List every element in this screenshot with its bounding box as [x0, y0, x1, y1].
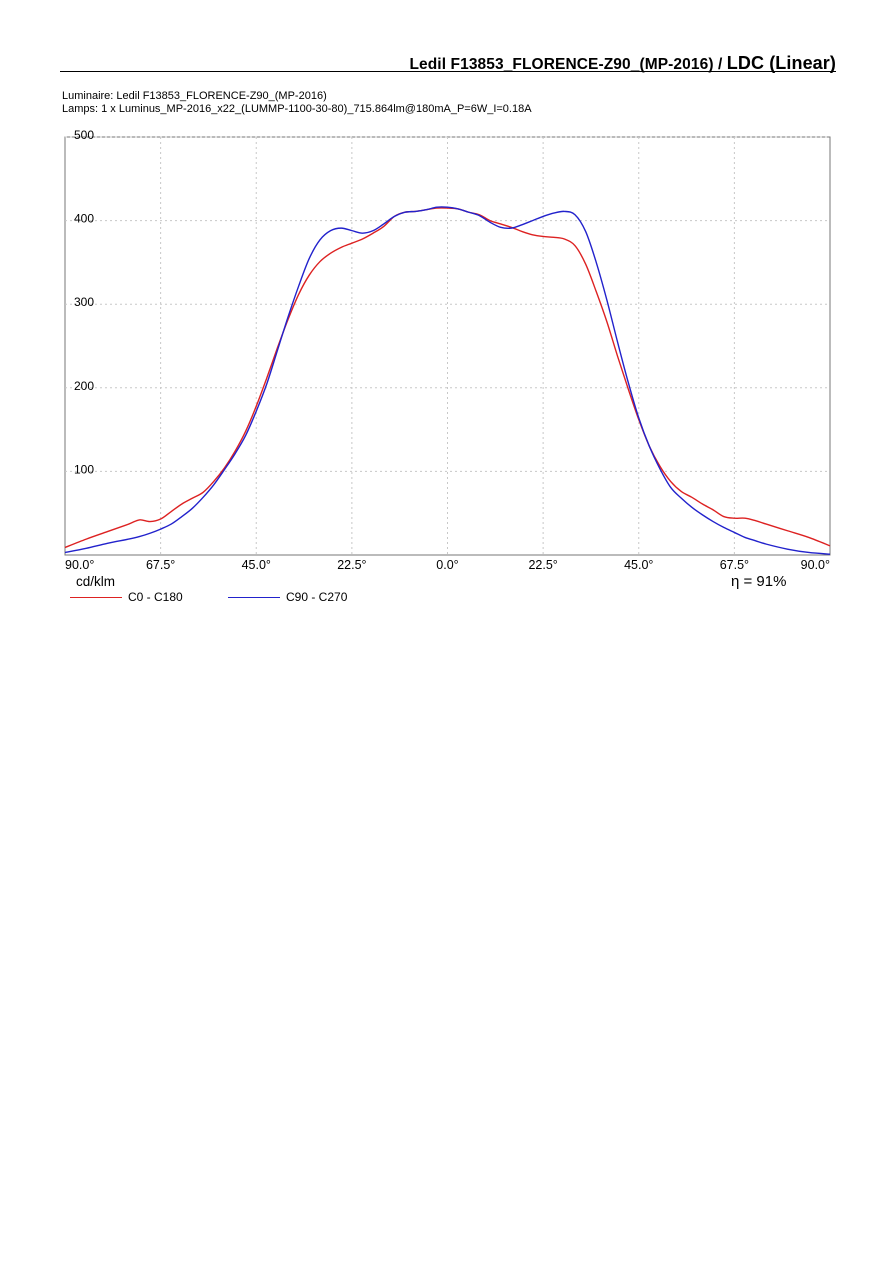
- luminaire-info: Luminaire: Ledil F13853_FLORENCE-Z90_(MP…: [62, 90, 327, 102]
- y-tick-label: 100: [74, 462, 94, 476]
- document-title: Ledil F13853_FLORENCE-Z90_(MP-2016) / LD…: [409, 53, 836, 74]
- y-tick-label: 300: [74, 295, 94, 309]
- x-tick-label: 90.0°: [65, 558, 94, 572]
- x-tick-label: 22.5°: [528, 558, 557, 572]
- series: [64, 206, 831, 555]
- x-tick-label: 45.0°: [242, 558, 271, 572]
- x-tick-label: 22.5°: [337, 558, 366, 572]
- legend-swatch-c0-c180: [70, 597, 122, 598]
- y-tick-label: 500: [74, 128, 94, 142]
- ldc-chart: 500 400 300 200 100 90.0° 67.5° 45.0° 22.5° 0.0°…: [64, 128, 831, 572]
- legend-item-c90-c270: C90 - C270: [228, 590, 388, 604]
- series-line-c0-c180: [64, 207, 831, 549]
- x-tick-label: 0.0°: [436, 558, 458, 572]
- legend-swatch-c90-c270: [228, 597, 280, 598]
- y-axis-ticks: 500 400 300 200 100: [74, 128, 94, 476]
- x-tick-label: 90.0°: [801, 558, 830, 572]
- x-tick-label: 67.5°: [720, 558, 749, 572]
- legend-label-c0-c180: C0 - C180: [128, 590, 183, 604]
- y-tick-label: 200: [74, 379, 94, 393]
- title-underline: [60, 71, 836, 72]
- x-axis-ticks: 90.0° 67.5° 45.0° 22.5° 0.0° 22.5° 45.0° 67.5° 9…: [65, 558, 830, 572]
- legend-label-c90-c270: C90 - C270: [286, 590, 348, 604]
- x-tick-label: 67.5°: [146, 558, 175, 572]
- legend-item-c0-c180: C0 - C180: [70, 590, 230, 604]
- efficiency-label: η = 91%: [731, 573, 787, 590]
- title-product: Ledil F13853_FLORENCE-Z90_(MP-2016) /: [409, 56, 727, 73]
- series-line-c90-c270: [64, 206, 831, 555]
- y-tick-label: 400: [74, 212, 94, 226]
- lamps-info: Lamps: 1 x Luminus_MP-2016_x22_(LUMMP-11…: [62, 103, 532, 115]
- y-axis-unit: cd/klm: [76, 574, 116, 589]
- x-tick-label: 45.0°: [624, 558, 653, 572]
- title-chart-type: LDC (Linear): [726, 53, 836, 73]
